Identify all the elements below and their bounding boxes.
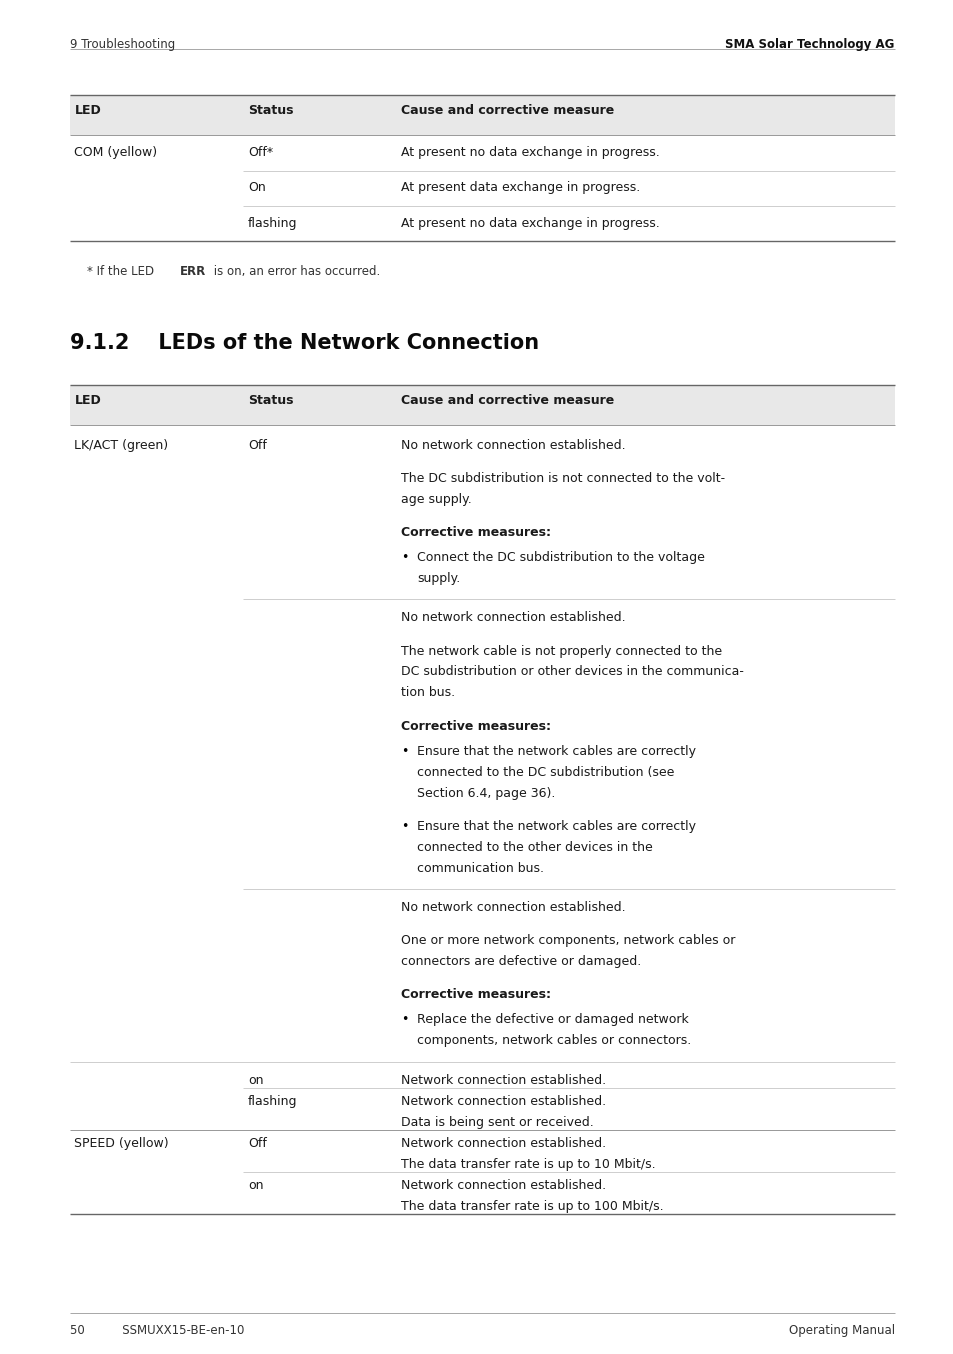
- Text: flashing: flashing: [248, 1094, 297, 1108]
- Text: •: •: [400, 819, 408, 833]
- Text: Replace the defective or damaged network: Replace the defective or damaged network: [416, 1013, 688, 1026]
- Text: COM (yellow): COM (yellow): [74, 146, 157, 160]
- Text: Network connection established.: Network connection established.: [400, 1074, 605, 1087]
- Text: Corrective measures:: Corrective measures:: [400, 525, 550, 539]
- Text: LED: LED: [74, 394, 101, 408]
- Bar: [70, 385, 894, 425]
- Text: Operating Manual: Operating Manual: [788, 1324, 894, 1338]
- Text: Off: Off: [248, 439, 267, 452]
- Text: No network connection established.: No network connection established.: [400, 900, 624, 914]
- Text: One or more network components, network cables or: One or more network components, network …: [400, 934, 734, 948]
- Text: flashing: flashing: [248, 217, 297, 230]
- Text: LED: LED: [74, 104, 101, 118]
- Text: Status: Status: [248, 104, 294, 118]
- Text: Section 6.4, page 36).: Section 6.4, page 36).: [416, 787, 555, 800]
- Text: components, network cables or connectors.: components, network cables or connectors…: [416, 1034, 690, 1048]
- Text: DC subdistribution or other devices in the communica-: DC subdistribution or other devices in t…: [400, 665, 742, 678]
- Text: Corrective measures:: Corrective measures:: [400, 988, 550, 1002]
- Text: Network connection established.: Network connection established.: [400, 1178, 605, 1192]
- Text: 50          SSMUXX15-BE-en-10: 50 SSMUXX15-BE-en-10: [70, 1324, 244, 1338]
- Text: SPEED (yellow): SPEED (yellow): [74, 1136, 169, 1150]
- Text: The data transfer rate is up to 100 Mbit/s.: The data transfer rate is up to 100 Mbit…: [400, 1200, 662, 1213]
- Text: •: •: [400, 1013, 408, 1026]
- Text: The DC subdistribution is not connected to the volt-: The DC subdistribution is not connected …: [400, 473, 724, 485]
- Text: Connect the DC subdistribution to the voltage: Connect the DC subdistribution to the vo…: [416, 551, 704, 565]
- Text: Corrective measures:: Corrective measures:: [400, 719, 550, 733]
- Text: The network cable is not properly connected to the: The network cable is not properly connec…: [400, 645, 721, 658]
- Text: Status: Status: [248, 394, 294, 408]
- Text: The data transfer rate is up to 10 Mbit/s.: The data transfer rate is up to 10 Mbit/…: [400, 1158, 655, 1171]
- Text: communication bus.: communication bus.: [416, 861, 543, 875]
- Text: At present data exchange in progress.: At present data exchange in progress.: [400, 181, 639, 195]
- Text: Network connection established.: Network connection established.: [400, 1094, 605, 1108]
- Text: •: •: [400, 745, 408, 758]
- Text: connectors are defective or damaged.: connectors are defective or damaged.: [400, 955, 640, 968]
- Text: tion bus.: tion bus.: [400, 686, 455, 700]
- Text: Off*: Off*: [248, 146, 273, 160]
- Text: * If the LED: * If the LED: [87, 265, 157, 279]
- Text: on: on: [248, 1074, 263, 1087]
- Text: on: on: [248, 1178, 263, 1192]
- Text: •: •: [400, 551, 408, 565]
- Text: On: On: [248, 181, 266, 195]
- Text: 9 Troubleshooting: 9 Troubleshooting: [70, 38, 174, 51]
- Text: Cause and corrective measure: Cause and corrective measure: [400, 394, 614, 408]
- Text: Ensure that the network cables are correctly: Ensure that the network cables are corre…: [416, 819, 695, 833]
- Text: Data is being sent or received.: Data is being sent or received.: [400, 1116, 593, 1129]
- Text: ERR: ERR: [180, 265, 207, 279]
- Text: SMA Solar Technology AG: SMA Solar Technology AG: [724, 38, 894, 51]
- Text: age supply.: age supply.: [400, 493, 471, 506]
- Text: No network connection established.: No network connection established.: [400, 611, 624, 624]
- Text: No network connection established.: No network connection established.: [400, 439, 624, 452]
- Text: Cause and corrective measure: Cause and corrective measure: [400, 104, 614, 118]
- Text: supply.: supply.: [416, 571, 459, 585]
- Text: Off: Off: [248, 1136, 267, 1150]
- Text: Network connection established.: Network connection established.: [400, 1136, 605, 1150]
- Text: connected to the other devices in the: connected to the other devices in the: [416, 841, 652, 854]
- Text: At present no data exchange in progress.: At present no data exchange in progress.: [400, 146, 659, 160]
- Text: At present no data exchange in progress.: At present no data exchange in progress.: [400, 217, 659, 230]
- Bar: [70, 95, 894, 135]
- Text: connected to the DC subdistribution (see: connected to the DC subdistribution (see: [416, 765, 674, 779]
- Text: LK/ACT (green): LK/ACT (green): [74, 439, 169, 452]
- Text: 9.1.2    LEDs of the Network Connection: 9.1.2 LEDs of the Network Connection: [70, 333, 538, 353]
- Text: Ensure that the network cables are correctly: Ensure that the network cables are corre…: [416, 745, 695, 758]
- Text: is on, an error has occurred.: is on, an error has occurred.: [210, 265, 379, 279]
